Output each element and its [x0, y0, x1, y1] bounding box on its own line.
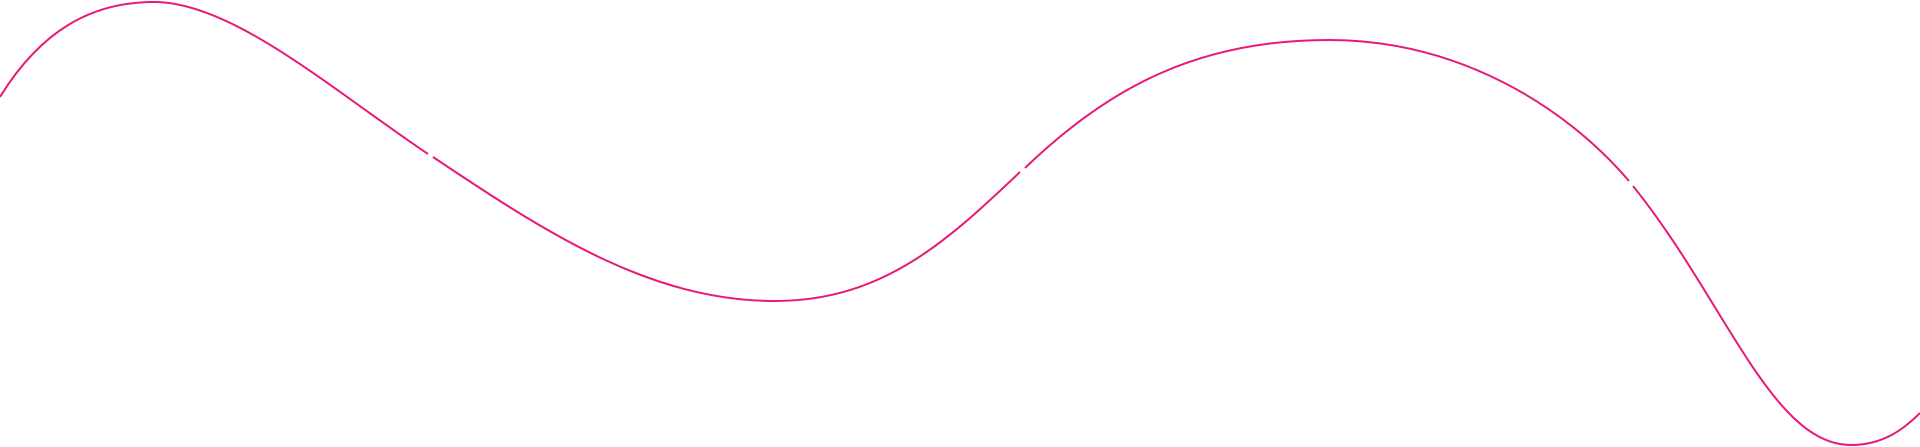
wave-segment-2 [432, 156, 1021, 303]
wave-segment-3 [1024, 38, 1630, 182]
wave-segment-1 [0, 0, 429, 155]
wave-segment-4 [1632, 185, 1920, 447]
